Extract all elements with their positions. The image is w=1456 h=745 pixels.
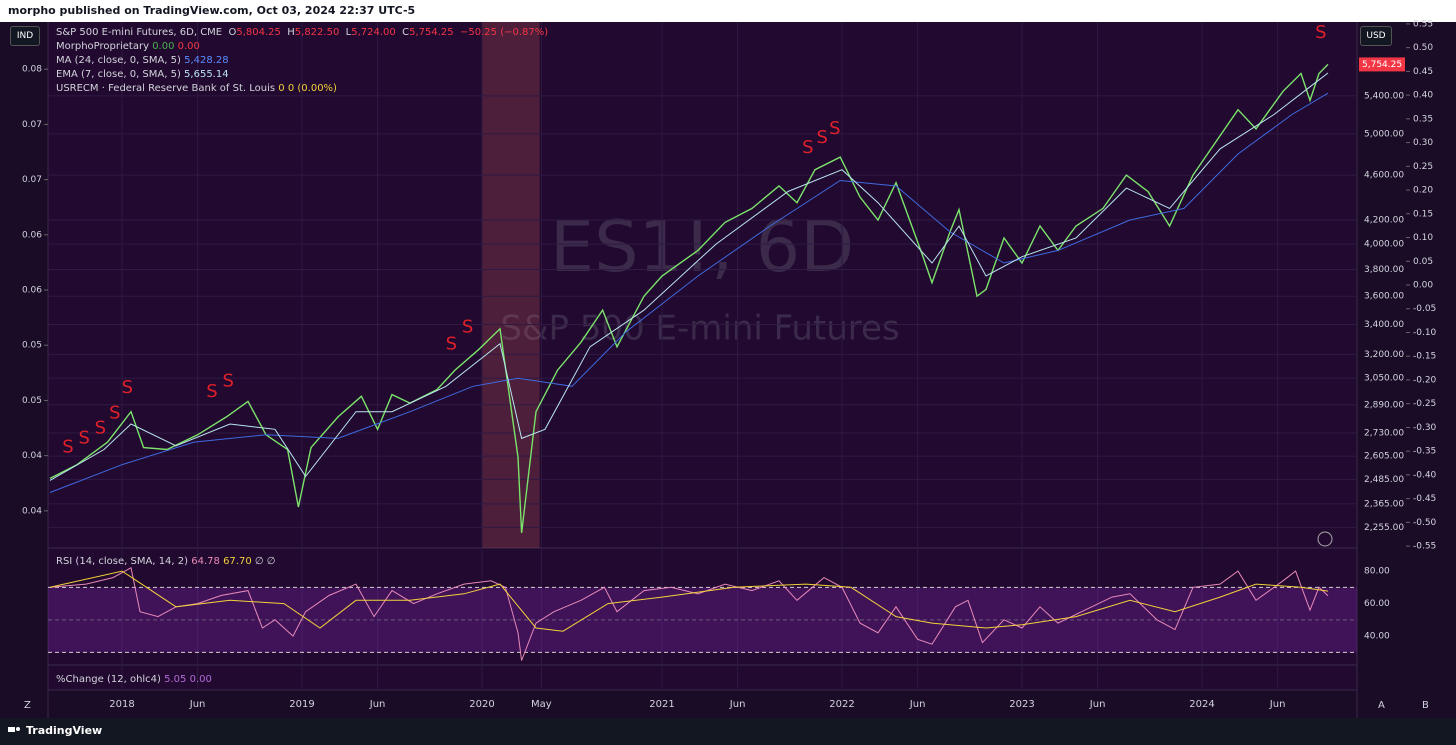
y2-tick-label: -0.25 — [1413, 399, 1436, 409]
series-line — [49, 92, 1329, 493]
series-line — [49, 72, 1329, 481]
rsi-tick-label: 80.00 — [1364, 567, 1390, 577]
y2-tick-label: 0.45 — [1413, 67, 1433, 77]
y2-tick-label: 0.10 — [1413, 233, 1433, 243]
recession-shade — [481, 22, 540, 548]
y3-tick-label: 0.07 — [22, 175, 42, 185]
y-tick-label: 4,200.00 — [1364, 216, 1404, 226]
y2-tick-label: 0.30 — [1413, 138, 1433, 148]
y-tick-label: 5,400.00 — [1364, 91, 1404, 101]
y2-tick-label: -0.30 — [1413, 423, 1437, 433]
y3-tick-label: 0.07 — [22, 120, 42, 130]
y-tick-label: 3,200.00 — [1364, 350, 1404, 360]
signal: S — [1315, 22, 1326, 43]
y2-tick-label: -0.05 — [1413, 304, 1436, 314]
y2-tick-label: 0.50 — [1413, 43, 1433, 53]
y-tick-label: 4,600.00 — [1364, 171, 1404, 181]
y3-tick-label: 0.05 — [22, 396, 42, 406]
x-tick-label: Jun — [1269, 699, 1286, 710]
y2-tick-label: 0.00 — [1413, 281, 1433, 291]
y2-tick-label: -0.15 — [1413, 352, 1436, 362]
y-tick-label: 2,485.00 — [1364, 475, 1404, 485]
y3-tick-label: 0.04 — [22, 506, 42, 516]
tradingview-logo — [8, 727, 20, 732]
y3-tick-label: 0.05 — [22, 341, 42, 351]
last-price-badge — [1359, 57, 1405, 72]
y-tick-label: 2,890.00 — [1364, 400, 1404, 410]
signal: S — [109, 402, 120, 423]
y2-tick-label: -0.20 — [1413, 375, 1437, 385]
x-tick-label: Jun — [729, 699, 746, 710]
y-tick-label: 4,000.00 — [1364, 240, 1404, 250]
x-tick-label: 2018 — [109, 699, 134, 710]
signal: S — [222, 370, 233, 391]
y-tick-label: 3,050.00 — [1364, 374, 1404, 384]
footer-text: TradingView — [26, 724, 102, 737]
x-tick-label: 2022 — [829, 699, 854, 710]
y2-tick-label: -0.55 — [1413, 542, 1436, 552]
y3-tick-label: 0.04 — [22, 451, 42, 461]
y2-tick-label: 0.20 — [1413, 186, 1433, 196]
x-tick-label: 2020 — [469, 699, 494, 710]
y2-tick-label: 0.40 — [1413, 91, 1433, 101]
y2-tick-label: 0.15 — [1413, 209, 1433, 219]
rsi-tick-label: 40.00 — [1364, 632, 1390, 642]
signal: S — [78, 427, 89, 448]
last-price-label: 5,754.25 — [1362, 60, 1402, 70]
y-tick-label: 2,365.00 — [1364, 499, 1404, 509]
signal: S — [62, 437, 73, 458]
series-line — [49, 570, 1329, 632]
y2-tick-label: 0.25 — [1413, 162, 1433, 172]
y2-tick-label: 0.35 — [1413, 114, 1433, 124]
watermark-name: S&P 500 E-mini Futures — [500, 309, 899, 349]
x-tick-label: 2019 — [289, 699, 314, 710]
signal: S — [816, 127, 827, 148]
header-bar — [0, 0, 1456, 22]
x-tick-label: Jun — [369, 699, 386, 710]
y3-tick-label: 0.08 — [22, 65, 42, 75]
rsi-tick-label: 60.00 — [1364, 599, 1390, 609]
signal: S — [802, 137, 813, 158]
series-line — [49, 63, 1329, 533]
y-tick-label: 3,600.00 — [1364, 292, 1404, 302]
y3-tick-label: 0.06 — [22, 230, 42, 240]
y2-tick-label: -0.10 — [1413, 328, 1437, 338]
y-tick-label: 3,400.00 — [1364, 320, 1404, 330]
y2-tick-label: -0.40 — [1413, 470, 1437, 480]
x-tick-label: Jun — [189, 699, 206, 710]
y2-tick-label: -0.50 — [1413, 518, 1437, 528]
y2-tick-label: -0.35 — [1413, 447, 1436, 457]
y-tick-label: 3,800.00 — [1364, 265, 1404, 275]
y2-tick-label: 0.05 — [1413, 257, 1433, 267]
x-tick-label: 2024 — [1189, 699, 1214, 710]
signal: S — [206, 381, 217, 402]
x-tick-label: Jun — [1089, 699, 1106, 710]
x-tick-label: Jun — [909, 699, 926, 710]
y2-tick-label: -0.45 — [1413, 494, 1436, 504]
signal: S — [95, 417, 106, 438]
y-tick-label: 2,255.00 — [1364, 523, 1404, 533]
y-tick-label: 5,000.00 — [1364, 129, 1404, 139]
plot-area — [48, 22, 1357, 690]
lightning-icon[interactable] — [1317, 531, 1333, 547]
signal: S — [122, 377, 133, 398]
x-tick-label: May — [531, 699, 552, 710]
y-tick-label: 2,730.00 — [1364, 428, 1404, 438]
header-text: morpho published on TradingView.com, Oct… — [8, 4, 415, 17]
footer-bar — [0, 718, 1456, 745]
y3-tick-label: 0.06 — [22, 286, 42, 296]
signal: S — [462, 316, 473, 337]
x-tick-label: 2021 — [649, 699, 674, 710]
grid — [48, 22, 1357, 690]
y-tick-label: 2,605.00 — [1364, 452, 1404, 462]
x-tick-label: 2023 — [1009, 699, 1034, 710]
signal: S — [829, 118, 840, 139]
signal: S — [446, 333, 457, 354]
y2-tick-label: 0.55 — [1413, 19, 1433, 29]
